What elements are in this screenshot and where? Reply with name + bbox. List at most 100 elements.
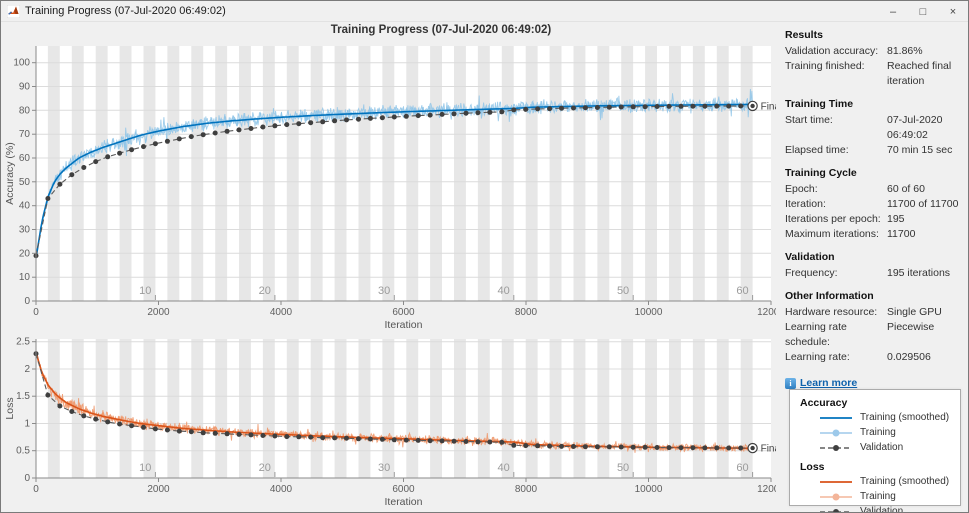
panel-row-value: 11700 xyxy=(887,228,916,240)
svg-text:0: 0 xyxy=(24,473,30,484)
svg-text:Final: Final xyxy=(761,101,776,112)
panel-row-value: 81.86% xyxy=(887,45,923,57)
svg-text:20: 20 xyxy=(259,285,271,297)
svg-text:20: 20 xyxy=(259,462,271,474)
panel-row: Iterations per epoch: 195 xyxy=(785,212,965,227)
panel-row: Learning rate schedule: Piecewise xyxy=(785,320,965,350)
legend-entry: Training (smoothed) xyxy=(800,474,954,489)
svg-text:0: 0 xyxy=(33,484,39,495)
svg-text:12000: 12000 xyxy=(757,307,776,318)
legend-line-sample xyxy=(820,444,852,451)
panel-row: Start time: 07-Jul-2020 06:49:02 xyxy=(785,113,965,143)
svg-text:50: 50 xyxy=(617,462,629,474)
panel-row-label: Training finished: xyxy=(785,60,865,72)
svg-text:60: 60 xyxy=(736,462,748,474)
title-bar: Training Progress (07-Jul-2020 06:49:02)… xyxy=(1,1,968,22)
panel-section-header: Validation xyxy=(785,251,835,263)
panel-row: Maximum iterations: 11700 xyxy=(785,227,965,242)
panel-row-value: 70 min 15 sec xyxy=(887,144,953,156)
svg-text:100: 100 xyxy=(13,58,30,69)
svg-text:0: 0 xyxy=(24,296,30,307)
svg-text:0: 0 xyxy=(33,307,39,318)
svg-text:Final: Final xyxy=(761,444,776,455)
legend-entry-label: Training (smoothed) xyxy=(860,412,950,423)
legend-box: Accuracy Training (smoothed) Training Va… xyxy=(789,389,961,512)
svg-text:30: 30 xyxy=(19,225,31,236)
panel-section-header: Training Cycle xyxy=(785,167,857,179)
panel-section-header: Other Information xyxy=(785,290,874,302)
svg-text:40: 40 xyxy=(498,285,510,297)
panel-row-value: Single GPU xyxy=(887,306,942,318)
svg-text:10: 10 xyxy=(19,272,31,283)
svg-text:8000: 8000 xyxy=(515,307,538,318)
panel-row: Elapsed time: 70 min 15 sec xyxy=(785,143,965,158)
panel-row-label: Hardware resource: xyxy=(785,306,878,318)
legend-entry-label: Training (smoothed) xyxy=(860,476,950,487)
svg-text:30: 30 xyxy=(378,462,390,474)
learn-more-link[interactable]: Learn more xyxy=(800,377,858,389)
legend-line-sample xyxy=(820,493,852,500)
panel-row-label: Frequency: xyxy=(785,267,838,279)
panel-row-label: Iteration: xyxy=(785,198,826,210)
svg-text:4000: 4000 xyxy=(270,484,293,495)
loss-chart: 10 20 30 40 50 60 Final 0 0.5 1 1.5 2 2.5 0 2000 4000 60… xyxy=(4,337,776,508)
svg-text:10000: 10000 xyxy=(635,307,663,318)
svg-text:2.5: 2.5 xyxy=(16,337,30,348)
svg-text:8000: 8000 xyxy=(515,484,538,495)
legend-entry-label: Training xyxy=(860,427,896,438)
legend-line-sample xyxy=(820,480,852,483)
svg-text:30: 30 xyxy=(378,285,390,297)
panel-row-value: 195 xyxy=(887,213,905,225)
panel-row: Hardware resource: Single GPU xyxy=(785,305,965,320)
panel-section-header: Training Time xyxy=(785,98,854,110)
svg-text:10: 10 xyxy=(139,285,151,297)
chart-title: Training Progress (07-Jul-2020 06:49:02) xyxy=(330,24,552,36)
panel-row-value: Reached final iteration xyxy=(887,60,952,87)
svg-text:40: 40 xyxy=(19,201,31,212)
panel-row-label: Learning rate schedule: xyxy=(785,321,847,348)
svg-text:2: 2 xyxy=(24,364,30,375)
svg-text:Iteration: Iteration xyxy=(385,319,423,331)
panel-row-value: 11700 of 11700 xyxy=(887,198,959,210)
panel-row: Frequency: 195 iterations xyxy=(785,266,965,281)
panel-row-label: Epoch: xyxy=(785,183,818,195)
panel-row-value: 07-Jul-2020 06:49:02 xyxy=(887,114,943,141)
legend-entry-label: Validation xyxy=(860,442,904,453)
svg-text:1.5: 1.5 xyxy=(16,391,30,402)
info-panel: Results Validation accuracy: 81.86% Trainin… xyxy=(776,22,968,512)
svg-text:50: 50 xyxy=(617,285,629,297)
svg-text:10: 10 xyxy=(139,462,151,474)
accuracy-chart: 102030405060Final01020304050607080901000… xyxy=(4,46,776,331)
panel-row-label: Elapsed time: xyxy=(785,144,849,156)
panel-row-label: Maximum iterations: xyxy=(785,228,879,240)
panel-row: Epoch: 60 of 60 xyxy=(785,182,965,197)
panel-section-header: Results xyxy=(785,29,823,41)
panel-row-value: 0.029506 xyxy=(887,351,931,363)
panel-row: Validation accuracy: 81.86% xyxy=(785,44,965,59)
legend-entry: Training (smoothed) xyxy=(800,410,954,425)
legend-entry: Training xyxy=(800,489,954,504)
panel-row-label: Start time: xyxy=(785,114,833,126)
close-button[interactable]: × xyxy=(949,5,957,18)
legend-entry: Validation xyxy=(800,504,954,512)
panel-row: Learning rate: 0.029506 xyxy=(785,350,965,365)
svg-text:Accuracy (%): Accuracy (%) xyxy=(4,142,16,204)
legend-group-title: Loss xyxy=(800,461,825,473)
panel-row: Iteration: 11700 of 11700 xyxy=(785,197,965,212)
legend-entry: Training xyxy=(800,425,954,440)
svg-text:0.5: 0.5 xyxy=(16,446,30,457)
svg-text:2000: 2000 xyxy=(147,484,170,495)
maximize-button[interactable]: □ xyxy=(919,5,927,18)
svg-text:20: 20 xyxy=(19,248,31,259)
svg-text:50: 50 xyxy=(19,177,31,188)
legend-group: Accuracy Training (smoothed) Training Va… xyxy=(800,397,954,455)
legend-entry-label: Training xyxy=(860,491,896,502)
svg-text:80: 80 xyxy=(19,105,31,116)
legend-line-sample xyxy=(820,429,852,436)
svg-text:4000: 4000 xyxy=(270,307,293,318)
svg-text:12000: 12000 xyxy=(757,484,776,495)
minimize-button[interactable]: – xyxy=(889,5,897,18)
svg-text:40: 40 xyxy=(498,462,510,474)
learn-more-row: i Learn more xyxy=(785,377,965,389)
